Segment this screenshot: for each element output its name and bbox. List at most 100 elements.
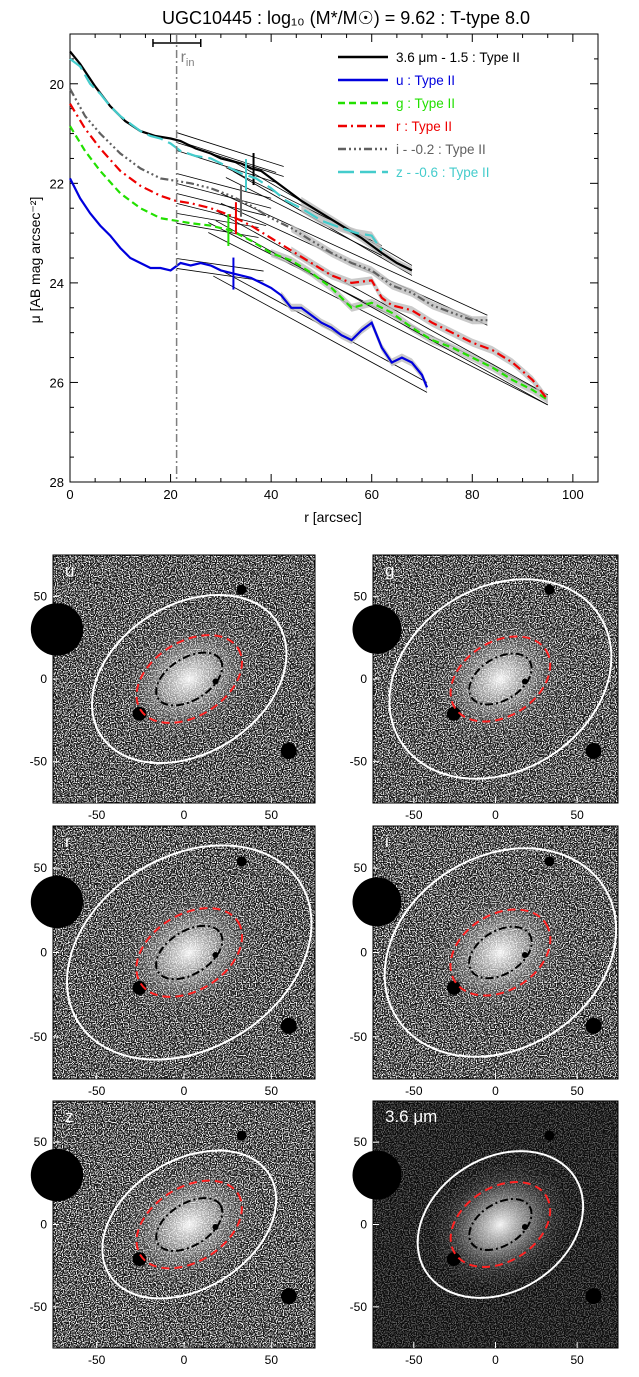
panel-band-label: g (385, 561, 394, 580)
star-mask (132, 1252, 147, 1267)
galaxy-glow (430, 615, 571, 743)
image-panel: i -50 0 50 50 0 -50 (350, 825, 619, 1098)
r-in-label: rin (181, 49, 195, 69)
panel-band-label: u (65, 561, 74, 580)
panel-y-tick-label: -50 (350, 1300, 368, 1314)
profile-line (69, 88, 488, 322)
star-mask (544, 856, 555, 867)
star-mask (236, 856, 247, 867)
panel-x-tick-label: 50 (265, 1353, 279, 1367)
y-tick-label: 24 (50, 276, 64, 291)
x-tick-label: 0 (66, 487, 73, 502)
x-tick-label: 60 (364, 487, 378, 502)
star-mask (30, 875, 84, 929)
inner-disk-fit-line (176, 258, 264, 272)
panel-y-tick-label: 0 (40, 672, 47, 686)
outer-disk-fit-line (213, 275, 428, 393)
panel-y-tick-label: 0 (360, 1218, 367, 1232)
panel-x-tick-label: -50 (405, 808, 423, 822)
x-tick-label: 100 (562, 487, 584, 502)
image-panel: 3.6 μm -50 0 50 50 0 -50 (350, 1100, 619, 1367)
star-mask (30, 1148, 84, 1202)
inner-disk-fit-line (176, 222, 259, 238)
y-tick-label: 28 (50, 475, 64, 490)
outer-disk-fit-line (225, 177, 382, 256)
panel-x-tick-label: -50 (405, 1084, 423, 1098)
panel-x-tick-label: -50 (88, 808, 106, 822)
inner-radius-ellipse (155, 1197, 224, 1252)
star-mask (236, 1130, 247, 1141)
panel-y-tick-label: 0 (40, 946, 47, 960)
star-mask (446, 1252, 461, 1267)
legend-entry: 3.6 μm - 1.5 : Type II (396, 50, 520, 65)
profile-line (69, 103, 549, 401)
panel-band-label: i (385, 832, 389, 851)
outer-isophote-ellipse (416, 1150, 585, 1299)
star-mask (544, 584, 555, 595)
star-mask (352, 604, 402, 654)
panel-x-tick-label: 50 (265, 808, 279, 822)
inner-radius-ellipse (468, 925, 533, 980)
inner-disk-fit-line (176, 183, 272, 209)
galaxy-glow (430, 1160, 571, 1289)
inner-disk-fit-line (176, 193, 267, 217)
panel-y-tick-label: 0 (360, 946, 367, 960)
panel-x-tick-label: -50 (88, 1353, 106, 1367)
inner-disk-fit-line (176, 212, 259, 228)
panel-x-tick-label: 50 (570, 1353, 584, 1367)
y-axis-label: μ [AB mag arcsec⁻²] (27, 197, 43, 324)
star-mask (280, 1288, 297, 1305)
star-mask (132, 706, 147, 721)
panel-y-tick-label: -50 (30, 1030, 48, 1044)
inner-disk-fit-line (176, 203, 267, 227)
panel-x-tick-label: -50 (88, 1084, 106, 1098)
panel-y-tick-label: 0 (40, 1218, 47, 1232)
panel-y-tick-label: 50 (34, 1135, 48, 1149)
panel-y-tick-label: -50 (30, 755, 48, 769)
image-panel: g -50 0 50 50 0 -50 (350, 554, 619, 822)
x-tick-label: 80 (465, 487, 479, 502)
galaxy-glow (430, 887, 571, 1018)
legend-entry: g : Type II (396, 96, 455, 111)
outer-isophote-ellipse (66, 844, 313, 1061)
x-tick-label: 40 (264, 487, 278, 502)
image-panel: r -50 0 50 50 0 -50 (30, 825, 316, 1098)
panel-x-tick-label: 50 (570, 1084, 584, 1098)
outer-isophote-ellipse (383, 847, 618, 1058)
star-mask (236, 584, 247, 595)
break-radius-ellipse (449, 908, 552, 997)
panel-band-label: r (65, 832, 71, 851)
x-axis-label: r [arcsec] (304, 509, 362, 525)
outer-disk-fit-line (208, 232, 548, 406)
profile-error-band (301, 204, 382, 255)
r-in-marker: rin (152, 34, 202, 482)
y-tick-label: 20 (50, 77, 64, 92)
profile-line (69, 177, 429, 388)
star-mask (544, 1130, 555, 1141)
inner-radius-ellipse (155, 924, 224, 981)
galaxy-glow (115, 886, 264, 1019)
image-panel: u -50 0 50 50 0 -50 (30, 554, 316, 822)
outer-disk-fit-line (215, 220, 548, 406)
inner-disk-fit-line (176, 268, 264, 282)
profile-line (69, 125, 549, 401)
star-mask (585, 742, 602, 759)
profile-fit-lines (176, 132, 548, 406)
star-mask (585, 1017, 602, 1034)
panel-y-tick-label: -50 (350, 755, 368, 769)
outer-isophote-ellipse (91, 593, 288, 765)
profile-error-band (291, 246, 548, 404)
break-radius-ellipse (449, 635, 552, 723)
panel-band-label: z (65, 1107, 74, 1126)
legend-entry: i - -0.2 : Type II (396, 142, 486, 157)
panel-x-tick-label: 0 (181, 1353, 188, 1367)
panel-x-tick-label: 50 (570, 808, 584, 822)
panel-y-tick-label: 50 (354, 861, 368, 875)
panel-y-tick-label: -50 (30, 1300, 48, 1314)
panel-x-tick-label: 0 (181, 1084, 188, 1098)
star-mask (132, 980, 147, 995)
panel-x-tick-label: -50 (405, 1353, 423, 1367)
star-mask (30, 603, 84, 656)
break-radius-ellipse (135, 907, 244, 998)
